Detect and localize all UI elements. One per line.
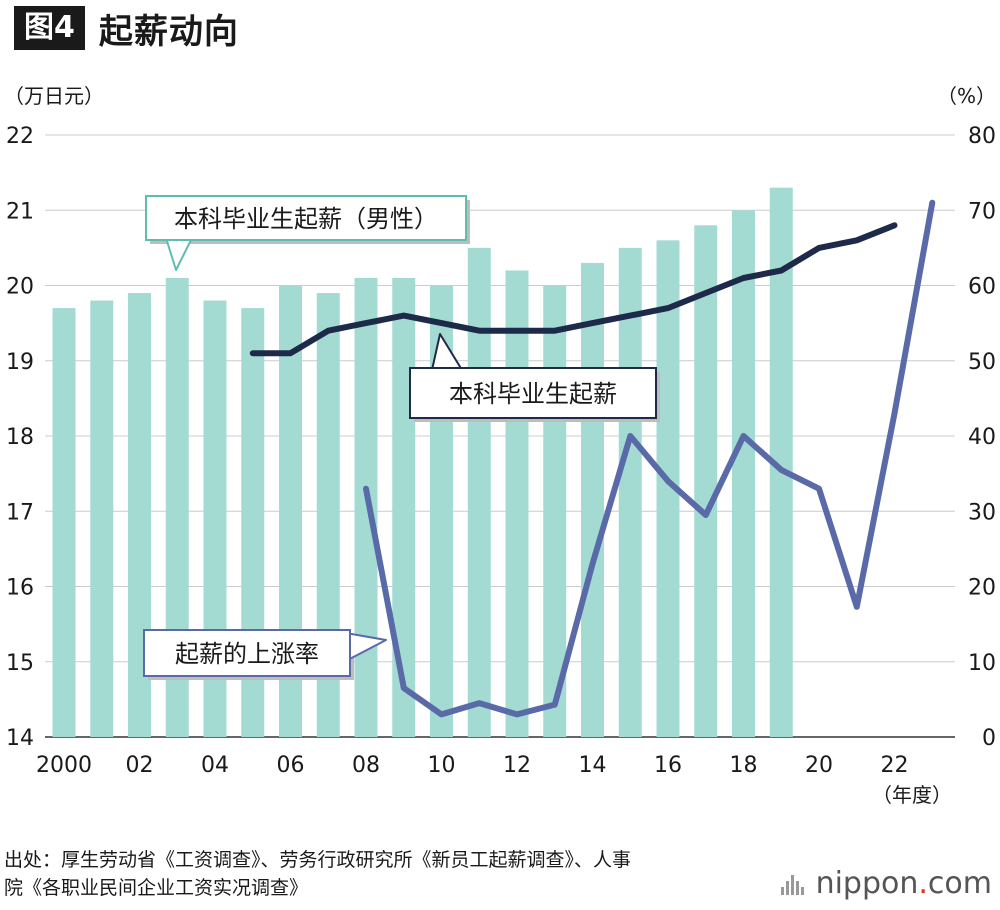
x-axis-unit: （年度） <box>872 783 952 807</box>
logo-dot: . <box>918 866 928 901</box>
bar <box>203 300 227 737</box>
bar <box>316 293 340 737</box>
x-tick-label: 06 <box>277 753 305 778</box>
right-tick-label: 60 <box>968 275 996 300</box>
x-tick-label: 18 <box>730 753 758 778</box>
bar <box>165 277 189 737</box>
left-tick-label: 22 <box>6 124 34 149</box>
line-series <box>249 199 936 718</box>
bar <box>90 300 114 737</box>
x-tick-label: 2000 <box>36 753 92 778</box>
chart-title: 起薪动向 <box>98 11 239 52</box>
bar <box>581 262 604 737</box>
x-tick-label: 08 <box>352 753 380 778</box>
left-tick-label: 17 <box>6 500 34 525</box>
callout-box <box>143 629 351 677</box>
source-note: 出处：厚生劳动省《工资调查》、劳务行政研究所《新员工起薪调查》、人事 院《各职业… <box>4 846 764 902</box>
callout-box <box>145 195 467 241</box>
figure-label: 图4 <box>14 6 85 50</box>
left-axis-unit: （万日元） <box>4 84 104 108</box>
bar <box>52 308 76 737</box>
x-tick-label: 14 <box>579 753 607 778</box>
bar <box>128 293 151 737</box>
title-bar: 图4 起薪动向 <box>14 6 239 52</box>
source-line-2: 院《各职业民间企业工资实况调查》 <box>4 877 309 899</box>
callout-pointer <box>165 237 193 271</box>
left-tick-label: 14 <box>6 726 34 751</box>
bar <box>618 247 642 737</box>
right-tick-label: 50 <box>968 350 996 375</box>
callout-label: 起薪的上涨率 <box>175 640 319 668</box>
right-tick-label: 40 <box>968 425 996 450</box>
bar <box>656 240 680 737</box>
callout-starting-salary: 本科毕业生起薪 <box>409 333 660 422</box>
left-tick-label: 16 <box>6 576 34 601</box>
bar <box>392 277 416 737</box>
logo-tld: com <box>927 866 992 901</box>
left-tick-label: 21 <box>6 199 34 224</box>
callout-male: 本科毕业生起薪（男性） <box>145 195 470 271</box>
left-tick-label: 20 <box>6 275 34 300</box>
bar <box>354 277 378 737</box>
growth-rate-line <box>363 199 936 718</box>
bar <box>279 285 302 737</box>
x-tick-label: 20 <box>805 753 833 778</box>
callout-box <box>409 367 657 419</box>
x-tick-label: 02 <box>126 753 154 778</box>
right-tick-label: 30 <box>968 500 996 525</box>
right-tick-label: 10 <box>968 651 996 676</box>
starting-salary-line <box>249 222 898 357</box>
callout-label: 本科毕业生起薪（男性） <box>174 205 438 233</box>
right-axis-unit: （%） <box>937 84 996 108</box>
axes: 14 15 16 17 18 19 20 21 22 0 10 20 30 40 50 60 70 80 （万日元）… <box>4 84 996 807</box>
callout-label: 本科毕业生起薪 <box>449 380 617 408</box>
chart-svg: 14 15 16 17 18 19 20 21 22 0 10 20 30 40 50 60 70 80 （万日元）… <box>4 84 996 807</box>
x-tick-label: 10 <box>428 753 456 778</box>
bar <box>467 247 491 737</box>
x-tick-label: 12 <box>503 753 531 778</box>
x-tick-label: 22 <box>881 753 909 778</box>
left-tick-label: 19 <box>6 350 34 375</box>
bar <box>694 225 718 738</box>
x-tick-label: 04 <box>201 753 229 778</box>
bar <box>769 187 793 738</box>
right-tick-label: 0 <box>982 726 996 751</box>
bar <box>732 210 755 737</box>
nippon-logo: nippon. com <box>780 866 992 901</box>
left-tick-label: 18 <box>6 425 34 450</box>
right-tick-label: 20 <box>968 576 996 601</box>
left-tick-label: 15 <box>6 651 34 676</box>
bar <box>505 270 529 737</box>
right-tick-label: 70 <box>968 199 996 224</box>
source-line-1: 出处：厚生劳动省《工资调查》、劳务行政研究所《新员工起薪调查》、人事 <box>4 849 632 871</box>
right-tick-label: 80 <box>968 124 996 149</box>
logo-name: nippon <box>815 866 919 901</box>
x-tick-label: 16 <box>654 753 682 778</box>
logo-bars-icon <box>780 873 806 895</box>
callout-growth-rate: 起薪的上涨率 <box>143 629 387 680</box>
